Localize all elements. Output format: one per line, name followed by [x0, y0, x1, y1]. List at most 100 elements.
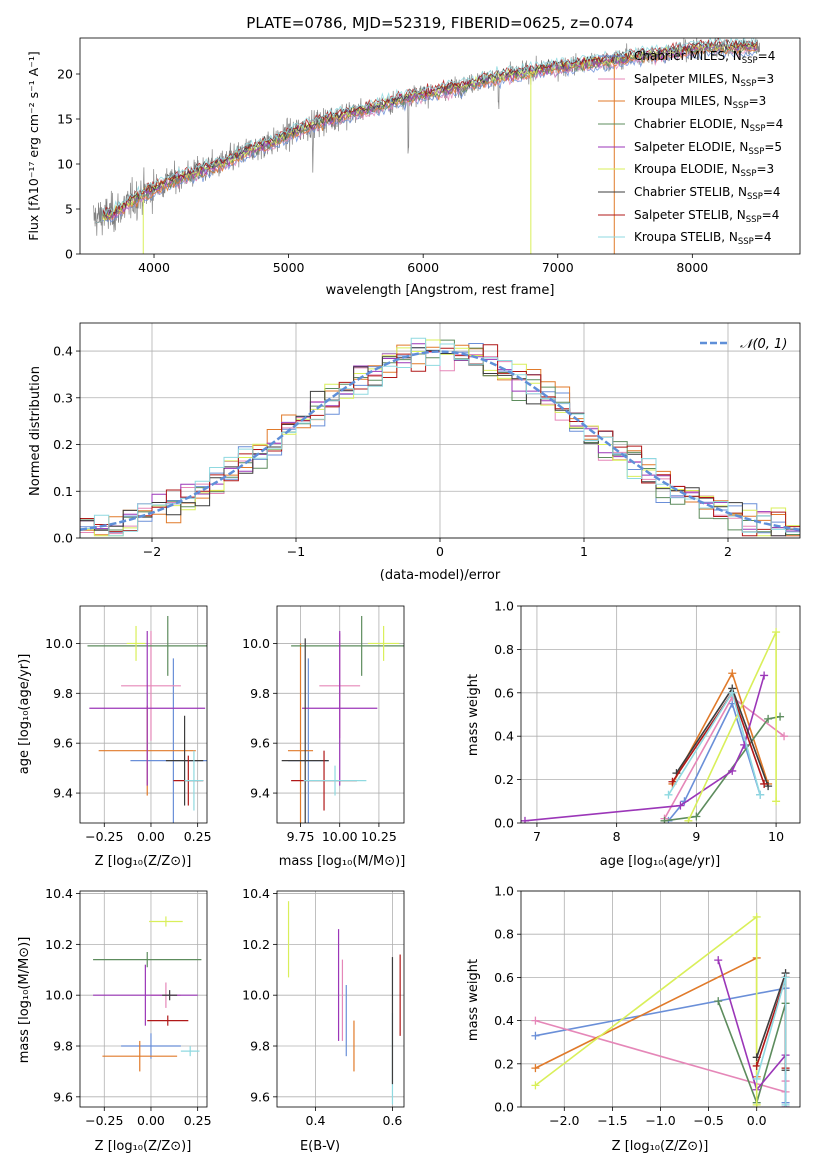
weight-vs-age-marker-salpeter_stelib-2: [760, 779, 769, 788]
age-vs-Z-ytick-label-0: 9.4: [53, 786, 73, 801]
age-z-xlabel: Z [log₁₀(Z/Z⊙)]: [95, 854, 192, 869]
age-vs-Z-xtick-label-0: −0.25: [85, 829, 123, 844]
residuals-xtick-label-3: 1: [580, 544, 588, 559]
age-z-ylabel: age [log₁₀(age/yr)]: [17, 654, 32, 775]
weight-vs-Z-marker-kroupa_stelib-0: [752, 1074, 761, 1083]
spectrum-title: PLATE=0786, MJD=52319, FIBERID=0625, z=0…: [246, 14, 633, 32]
weight-vs-Z-marker-kroupa_stelib-2: [781, 1100, 790, 1107]
legend-label-salpeter-elodie: Salpeter ELODIE, NSSP=5: [634, 140, 782, 157]
weight-vs-Z-xtick-label-1: −1.5: [597, 1113, 627, 1128]
weight-vs-age-marker-salpeter_elodie-0: [521, 816, 529, 823]
weight-vs-Z-marker-kroupa_elodie-2: [752, 1100, 761, 1107]
spectrum-xtick-label-0: 4000: [138, 260, 170, 275]
spectrum-ytick-label-0: 0: [65, 247, 73, 262]
weight-vs-age-ytick-label-3: 0.6: [494, 685, 514, 700]
weight-vs-Z-marker-salpeter_miles-0: [531, 1016, 540, 1025]
legend-label-salpeter-stelib: Salpeter STELIB, NSSP=4: [634, 208, 779, 225]
weight-vs-Z-ytick-label-4: 0.8: [494, 927, 514, 942]
spectrum-xtick-label-2: 6000: [407, 260, 439, 275]
mass-vs-ebv-ytick-label-0: 9.6: [250, 1089, 270, 1104]
mass-vs-Z-ytick-label-1: 9.8: [53, 1039, 73, 1054]
spectrum-model-kroupa_stelib: [94, 38, 758, 224]
residuals-xtick-label-1: −1: [287, 544, 305, 559]
weight-vs-age-frame: [520, 605, 801, 824]
age-vs-Z-plot: [87, 615, 207, 823]
weight-vs-age-marker-chabrier_elodie-0: [660, 816, 669, 823]
residuals-hist-kroupa_stelib: [80, 337, 800, 538]
weight-vs-Z-plot: [531, 912, 790, 1107]
age-vs-Z-ytick-label-2: 9.8: [53, 686, 73, 701]
age-vs-mass-frame: [276, 605, 405, 824]
age-vs-mass-xtick-label-2: 10.25: [361, 829, 397, 844]
spectrum-xtick-label-4: 8000: [676, 260, 708, 275]
spectrum-frame: [79, 37, 801, 255]
weight-age-xlabel: age [log₁₀(age/yr)]: [600, 854, 721, 869]
weight-vs-age-marker-chabrier_elodie-1: [692, 812, 701, 821]
weight-vs-Z-marker-chabrier_miles-0: [531, 1031, 540, 1040]
weight-vs-age-marker-salpeter_miles-2: [780, 732, 789, 741]
residuals-legend: 𝒩(0, 1): [700, 337, 787, 352]
weight-vs-Z-marker-salpeter_stelib-0: [752, 1061, 761, 1070]
mass-vs-ebv-ytick-label-4: 10.4: [242, 886, 270, 901]
weight-vs-Z-marker-kroupa_miles-0: [531, 1064, 540, 1073]
weight-vs-Z-ytick-label-0: 0.0: [494, 1100, 514, 1115]
mass-vs-Z-xtick-label-1: 0.00: [137, 1113, 165, 1128]
spectrum-plot: [93, 38, 760, 254]
residuals-ytick-label-1: 0.1: [53, 484, 73, 499]
mass-vs-ebv-ytick-label-1: 9.8: [250, 1039, 270, 1054]
mass-z-ylabel: mass [log₁₀(M/M⊙)]: [17, 937, 32, 1064]
age-vs-Z-xtick-label-1: 0.00: [137, 829, 165, 844]
mass-vs-Z-xtick-label-2: 0.25: [184, 1113, 212, 1128]
spectrum-model-salpeter_stelib: [94, 38, 758, 224]
weight-vs-age-ytick-label-1: 0.2: [494, 772, 514, 787]
weight-vs-age-marker-kroupa_stelib-2: [756, 790, 765, 799]
weight-vs-Z-marker-chabrier_elodie-0: [714, 997, 723, 1006]
residuals-ytick-label-2: 0.2: [53, 437, 73, 452]
weight-vs-Z-ytick-label-5: 1.0: [494, 884, 514, 899]
weight-z-xlabel: Z [log₁₀(Z/Z⊙)]: [612, 1139, 709, 1154]
spectrum-legend: Chabrier MILES, NSSP=4 Salpeter MILES, N…: [598, 49, 783, 247]
age-vs-mass-ytick-label-0: 9.4: [250, 786, 270, 801]
weight-vs-Z-xtick-label-0: −2.0: [549, 1113, 579, 1128]
weight-vs-age-ytick-label-4: 0.8: [494, 642, 514, 657]
mass-vs-Z-ytick-label-0: 9.6: [53, 1089, 73, 1104]
legend-label-chabrier-elodie: Chabrier ELODIE, NSSP=4: [634, 117, 783, 134]
axes-layer: 4000 5000 6000 7000 8000 0 5 10 15 20 −2 −1 0 1 2 0.0 0.…: [45, 37, 801, 1128]
residuals-ytick-label-0: 0.0: [53, 531, 73, 546]
mass-vs-Z-plot: [93, 916, 202, 1072]
age-vs-Z-ytick-label-3: 10.0: [45, 636, 73, 651]
residuals-xtick-label-4: 2: [724, 544, 732, 559]
legend-label-chabrier-miles: Chabrier MILES, NSSP=4: [634, 49, 775, 66]
mass-ebv-xlabel: E(B-V): [300, 1139, 340, 1154]
mass-vs-ebv-ytick-label-3: 10.2: [242, 937, 270, 952]
mass-vs-ebv-ytick-label-2: 10.0: [242, 988, 270, 1003]
age-vs-mass-plot: [281, 615, 404, 823]
weight-vs-Z-frame: [520, 890, 801, 1108]
weight-vs-Z-xtick-label-3: −0.5: [693, 1113, 723, 1128]
residuals-plot: [80, 337, 800, 538]
mass-z-xlabel: Z [log₁₀(Z/Z⊙)]: [95, 1139, 192, 1154]
residuals-ytick-label-3: 0.3: [53, 390, 73, 405]
spectrum-model-salpeter_elodie: [94, 43, 758, 224]
age-vs-mass-ytick-label-3: 10.0: [242, 636, 270, 651]
spectrum-ytick-label-1: 5: [65, 202, 73, 217]
weight-vs-age-ytick-label-0: 0.0: [494, 816, 514, 831]
weight-vs-Z-ytick-label-2: 0.4: [494, 1013, 514, 1028]
legend-label-salpeter-miles: Salpeter MILES, NSSP=3: [634, 72, 774, 89]
spectrum-ylabel: Flux [fλ10⁻¹⁷ erg cm⁻² s⁻¹ A⁻¹]: [26, 51, 41, 240]
weight-vs-Z-marker-kroupa_stelib-1: [781, 973, 790, 982]
weight-vs-age-xtick-label-0: 7: [533, 829, 541, 844]
spectrum-xtick-label-1: 5000: [273, 260, 305, 275]
weight-vs-age-marker-kroupa_elodie-2: [772, 797, 781, 806]
residuals-ylabel: Normed distribution: [28, 366, 43, 496]
weight-vs-Z-marker-kroupa_elodie-1: [752, 912, 761, 921]
weight-vs-age-marker-salpeter_elodie-4: [760, 671, 769, 680]
residuals-ytick-label-4: 0.4: [53, 344, 73, 359]
mass-vs-ebv-frame: [276, 890, 405, 1108]
age-vs-mass-ytick-label-2: 9.8: [250, 686, 270, 701]
weight-vs-age-marker-salpeter_elodie-1: [676, 801, 685, 810]
legend-label-kroupa-elodie: Kroupa ELODIE, NSSP=3: [634, 162, 774, 179]
mass-vs-Z-ytick-label-3: 10.2: [45, 937, 73, 952]
residuals-frame: [79, 322, 801, 539]
legend-label-chabrier-stelib: Chabrier STELIB, NSSP=4: [634, 185, 781, 202]
